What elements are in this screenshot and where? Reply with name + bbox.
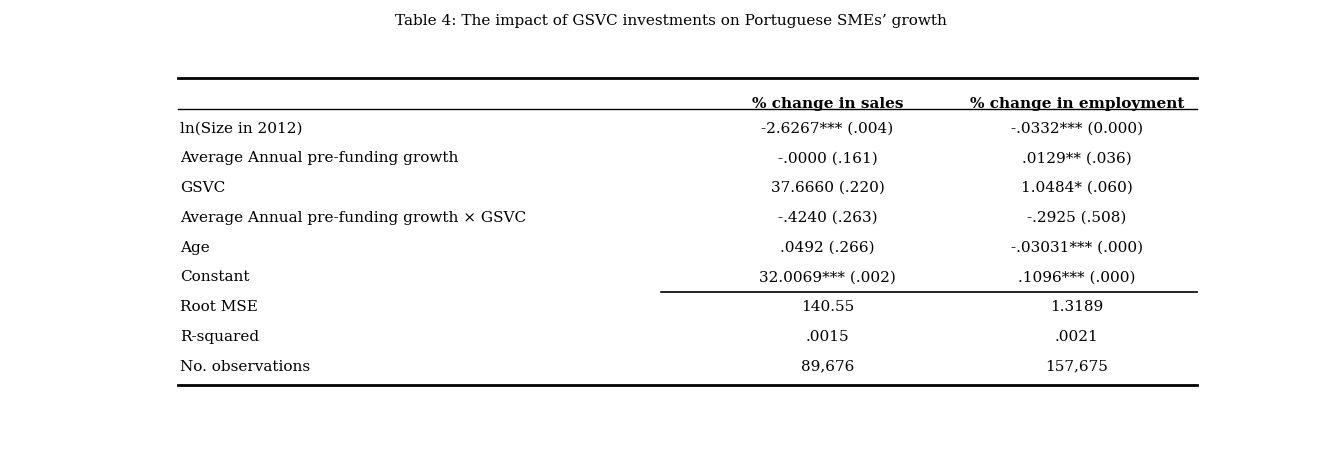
Text: Root MSE: Root MSE	[180, 300, 257, 314]
Text: % change in sales: % change in sales	[752, 97, 904, 110]
Text: ln(Size in 2012): ln(Size in 2012)	[180, 121, 303, 135]
Text: .0021: .0021	[1055, 330, 1098, 344]
Text: Age: Age	[180, 241, 209, 254]
Text: R-squared: R-squared	[180, 330, 259, 344]
Text: Average Annual pre-funding growth: Average Annual pre-funding growth	[180, 152, 459, 165]
Text: 1.3189: 1.3189	[1050, 300, 1104, 314]
Text: -.4240 (.263): -.4240 (.263)	[778, 211, 877, 225]
Text: -.0000 (.161): -.0000 (.161)	[778, 152, 877, 165]
Text: 140.55: 140.55	[801, 300, 854, 314]
Text: 1.0484* (.060): 1.0484* (.060)	[1021, 181, 1133, 195]
Text: 32.0069*** (.002): 32.0069*** (.002)	[759, 270, 896, 284]
Text: -.2925 (.508): -.2925 (.508)	[1027, 211, 1126, 225]
Text: GSVC: GSVC	[180, 181, 225, 195]
Text: .0129** (.036): .0129** (.036)	[1022, 152, 1132, 165]
Text: .0492 (.266): .0492 (.266)	[780, 241, 874, 254]
Text: % change in employment: % change in employment	[970, 97, 1184, 110]
Text: No. observations: No. observations	[180, 360, 310, 374]
Text: .0015: .0015	[806, 330, 849, 344]
Text: .1096*** (.000): .1096*** (.000)	[1018, 270, 1136, 284]
Text: Average Annual pre-funding growth × GSVC: Average Annual pre-funding growth × GSVC	[180, 211, 526, 225]
Text: Table 4: The impact of GSVC investments on Portuguese SMEs’ growth: Table 4: The impact of GSVC investments …	[394, 14, 947, 28]
Text: 157,675: 157,675	[1046, 360, 1109, 374]
Text: 89,676: 89,676	[801, 360, 854, 374]
Text: 37.6660 (.220): 37.6660 (.220)	[771, 181, 885, 195]
Text: -2.6267*** (.004): -2.6267*** (.004)	[762, 121, 893, 135]
Text: -.0332*** (0.000): -.0332*** (0.000)	[1011, 121, 1143, 135]
Text: Constant: Constant	[180, 270, 249, 284]
Text: -.03031*** (.000): -.03031*** (.000)	[1011, 241, 1143, 254]
